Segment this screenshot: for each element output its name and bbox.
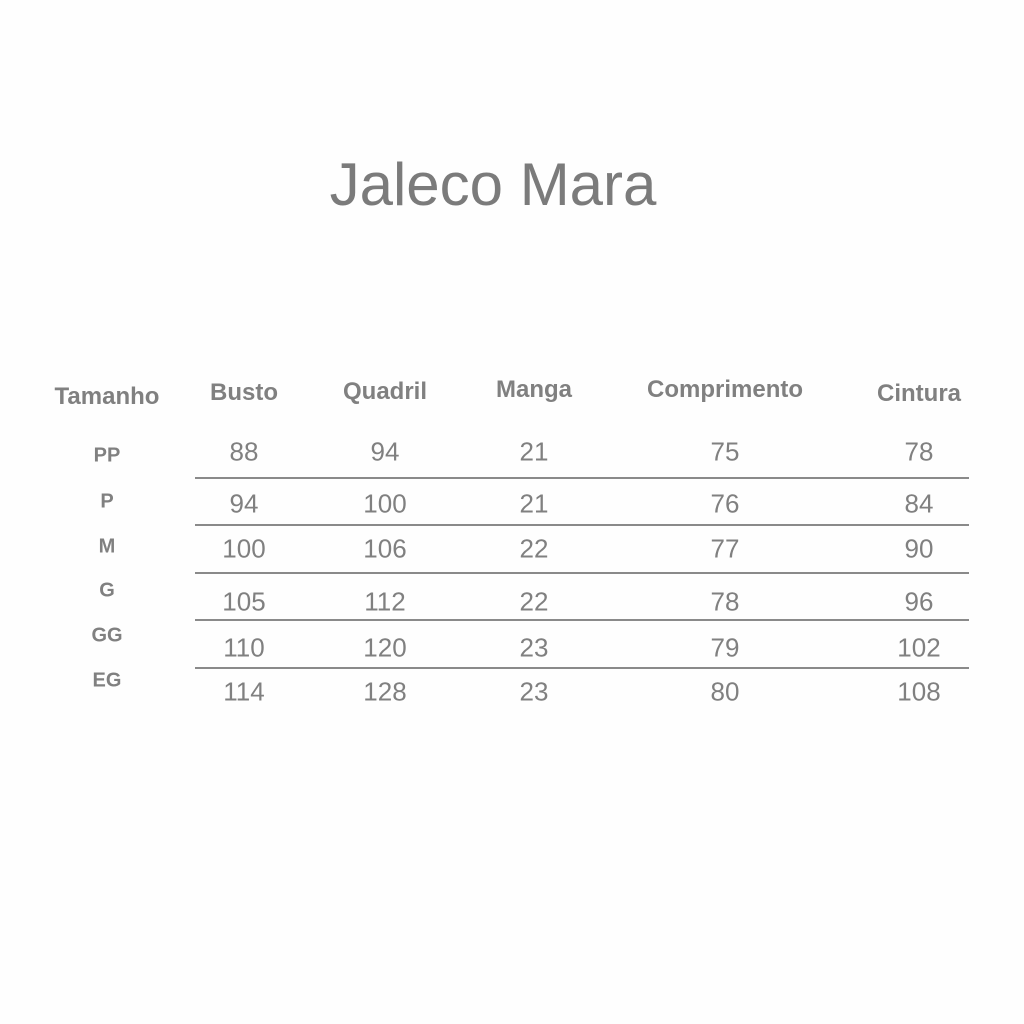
table-cell: 78 <box>710 586 740 617</box>
table-cell: 112 <box>364 586 406 617</box>
row-divider <box>195 667 969 669</box>
table-cell: 110 <box>223 632 265 663</box>
table-cell: 102 <box>897 632 941 663</box>
table-cell: 84 <box>904 488 934 519</box>
table-cell: 79 <box>710 632 740 663</box>
table-cell: 22 <box>519 533 549 564</box>
table-cell: 106 <box>363 533 407 564</box>
column-header: Quadril <box>342 378 428 405</box>
table-cell: 90 <box>904 533 934 564</box>
column-header: Tamanho <box>54 383 160 410</box>
table-cell: 77 <box>710 533 740 564</box>
table-cell: 128 <box>363 676 407 707</box>
row-divider <box>195 572 969 574</box>
table-cell: 100 <box>363 488 407 519</box>
size-label: M <box>98 535 116 558</box>
column-header: Cintura <box>877 380 961 407</box>
table-cell: 22 <box>519 586 549 617</box>
table-cell: 23 <box>519 632 549 663</box>
size-label: PP <box>93 444 121 467</box>
table-cell: 21 <box>519 436 549 467</box>
table-cell: 94 <box>370 436 400 467</box>
size-label: EG <box>92 669 122 692</box>
column-header: Manga <box>495 376 573 403</box>
table-cell: 100 <box>222 533 266 564</box>
table-cell: 88 <box>229 436 259 467</box>
table-cell: 76 <box>710 488 740 519</box>
row-divider <box>195 477 969 479</box>
size-label: GG <box>91 624 123 647</box>
table-cell: 80 <box>710 676 740 707</box>
table-cell: 78 <box>904 436 934 467</box>
table-cell: 75 <box>710 436 740 467</box>
table-cell: 23 <box>519 676 549 707</box>
table-cell: 21 <box>519 488 549 519</box>
column-header: Comprimento <box>647 376 803 403</box>
size-label: P <box>100 490 114 513</box>
size-label: G <box>99 579 115 602</box>
row-divider <box>195 619 969 621</box>
page-title: Jaleco Mara <box>329 151 657 218</box>
row-divider <box>195 524 969 526</box>
column-header: Busto <box>210 379 278 406</box>
table-cell: 120 <box>363 632 407 663</box>
table-cell: 114 <box>223 676 265 707</box>
table-cell: 94 <box>229 488 259 519</box>
table-cell: 108 <box>897 676 941 707</box>
table-cell: 105 <box>222 586 266 617</box>
table-cell: 96 <box>904 586 934 617</box>
